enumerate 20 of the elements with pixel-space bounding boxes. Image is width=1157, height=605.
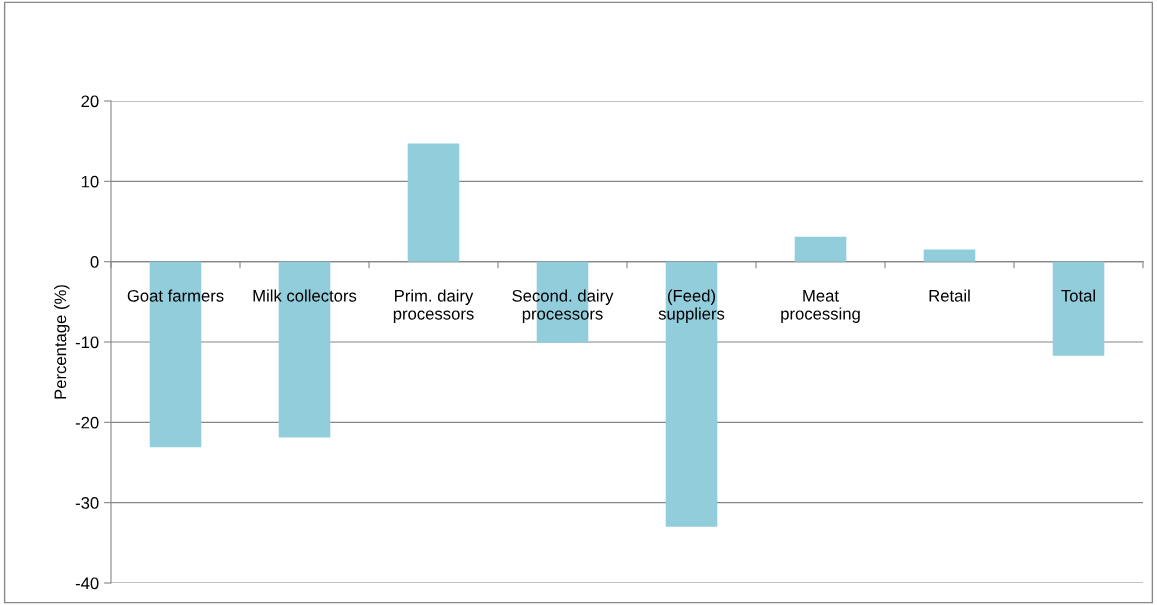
bar <box>407 143 460 262</box>
x-tick-label: Prim. dairy processors <box>393 289 474 323</box>
x-tick-label: Total <box>1061 289 1095 302</box>
x-tick-label: (Feed) suppliers <box>658 289 725 323</box>
bar <box>1052 261 1105 356</box>
y-tick-label: -20 <box>75 416 99 429</box>
x-tick-label: Goat farmers <box>127 289 224 302</box>
y-tick-label: -40 <box>75 577 99 590</box>
x-tick-label: Second. dairy processors <box>512 289 614 323</box>
y-tick-label: 10 <box>81 175 99 188</box>
bar <box>923 249 976 262</box>
y-tick-label: -30 <box>75 497 99 509</box>
x-tick-label: Milk collectors <box>253 289 357 302</box>
bar <box>794 236 847 262</box>
y-tick-label: 20 <box>81 95 99 108</box>
x-tick-label: Meat processing <box>781 290 860 323</box>
x-tick-label: Retail <box>929 289 970 302</box>
y-tick-label: -10 <box>75 336 99 349</box>
y-tick-label: 0 <box>90 256 99 268</box>
y-axis-title: Percentage (%) <box>54 285 70 399</box>
